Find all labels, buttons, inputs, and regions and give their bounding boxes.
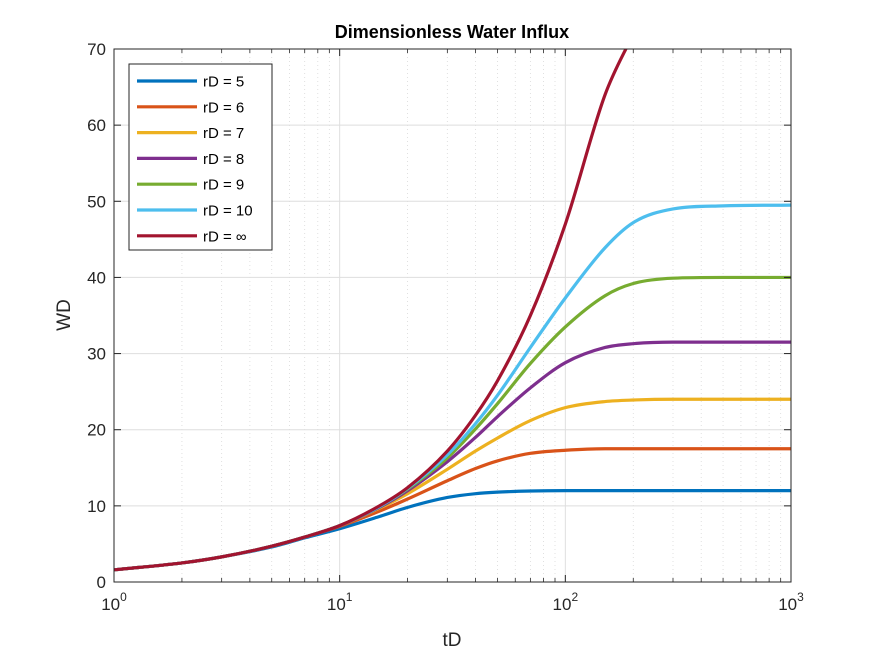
x-tick-label: 100 [101, 590, 127, 614]
x-tick-label: 101 [327, 590, 353, 614]
y-tick-label: 60 [87, 116, 106, 135]
legend-label: rD = 6 [203, 99, 244, 116]
y-tick-label: 40 [87, 268, 106, 287]
x-tick-labels: 100 101 102 103 [101, 590, 804, 614]
legend-label: rD = ∞ [203, 228, 247, 245]
legend-label: rD = 10 [203, 203, 253, 220]
legend-label: rD = 8 [203, 151, 244, 168]
y-tick-label: 50 [87, 192, 106, 211]
legend-label: rD = 9 [203, 177, 244, 194]
y-tick-labels: 0 10 20 30 40 50 60 70 [87, 40, 106, 592]
legend-label: rD = 7 [203, 125, 244, 142]
y-tick-label: 0 [97, 573, 106, 592]
y-tick-label: 10 [87, 497, 106, 516]
x-tick-label: 102 [553, 590, 579, 614]
series-line-rd-infinity [114, 49, 628, 572]
series-lines [114, 49, 791, 572]
x-axis-label: tD [443, 630, 462, 651]
chart-title: Dimensionless Water Influx [335, 22, 569, 42]
x-tick-label: 103 [778, 590, 804, 614]
legend-label: rD = 5 [203, 74, 244, 91]
y-tick-label: 30 [87, 345, 106, 364]
y-axis-label: WD [54, 299, 75, 331]
plot-box [113, 48, 792, 583]
legend: rD = 5 rD = 6 rD = 7 rD = 8 rD = 9 rD = 10 rD … [128, 63, 273, 251]
y-tick-label: 20 [87, 421, 106, 440]
y-tick-label: 70 [87, 40, 106, 59]
axis-ticks [113, 48, 792, 583]
